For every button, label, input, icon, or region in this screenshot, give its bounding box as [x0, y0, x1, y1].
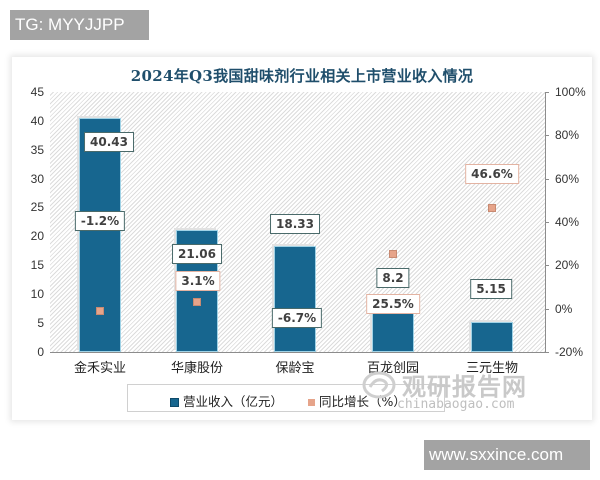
right-axis-tick [545, 352, 549, 353]
revenue-data-label: 5.15 [470, 279, 512, 299]
growth-data-label: -6.7% [271, 308, 323, 328]
x-category-label: 华康股份 [170, 361, 224, 376]
y-tick-label: 5 [37, 316, 44, 330]
bar-swatch-icon [170, 398, 179, 407]
growth-data-label: 3.1% [175, 271, 221, 291]
revenue-bar [471, 322, 513, 352]
x-category-label: 金禾实业 [73, 361, 127, 376]
x-category-label: 三元生物 [465, 361, 519, 376]
chart-title: 2024年Q3我国甜味剂行业相关上市营业收入情况 [130, 67, 474, 85]
legend-label: 营业收入（亿元） [183, 394, 284, 409]
brand-domain: chinabaogao.com [397, 397, 515, 412]
y-tick-label: 0 [37, 345, 44, 359]
y2-tick-label: 20% [555, 258, 580, 272]
revenue-bar [79, 118, 121, 352]
brand-name: 观研报告网 [402, 373, 527, 401]
y-tick-label: 15 [30, 258, 44, 272]
x-axis-line [50, 352, 545, 353]
right-axis-tick [545, 265, 549, 266]
right-axis-tick [545, 222, 549, 223]
watermark-top-left: TG: MYYJJPP [10, 10, 149, 40]
y-tick-label: 10 [30, 287, 44, 301]
right-axis-tick [545, 92, 549, 93]
revenue-data-label: 18.33 [270, 214, 320, 234]
revenue-data-label: 21.06 [172, 244, 222, 264]
right-axis-tick [545, 135, 549, 136]
watermark-bottom-right: www.sxxince.com [424, 440, 590, 470]
legend-item-revenue: 营业收入（亿元） [170, 391, 283, 410]
y-tick-label: 30 [30, 172, 44, 186]
y-tick-label: 45 [30, 85, 44, 99]
revenue-data-label: 8.2 [376, 268, 410, 288]
growth-data-label: 46.6% [465, 164, 519, 184]
growth-marker [96, 307, 104, 315]
revenue-bar [274, 246, 316, 352]
y2-tick-label: 0% [555, 302, 573, 316]
chart-card: 2024年Q3我国甜味剂行业相关上市营业收入情况 45 40 35 30 25 … [12, 57, 592, 420]
y-tick-label: 40 [30, 114, 44, 128]
y2-tick-label: 60% [555, 172, 580, 186]
y-tick-label: 35 [30, 143, 44, 157]
swirl-logo-icon [362, 371, 396, 399]
growth-marker [193, 298, 201, 306]
growth-marker [389, 250, 397, 258]
revenue-data-label: 40.43 [84, 132, 134, 152]
y2-tick-label: 80% [555, 128, 580, 142]
brand-watermark: 观研报告网 chinabaogao.com [362, 367, 592, 417]
marker-swatch-icon [308, 399, 315, 406]
y2-tick-label: -20% [555, 345, 584, 359]
growth-marker [488, 204, 496, 212]
growth-data-label: -1.2% [74, 211, 126, 231]
right-axis-tick [545, 179, 549, 180]
y2-tick-label: 40% [555, 215, 580, 229]
y2-tick-label: 100% [555, 85, 586, 99]
y-tick-label: 25 [30, 200, 44, 214]
right-axis-tick [545, 309, 549, 310]
y-tick-label: 20 [30, 229, 44, 243]
growth-data-label: 25.5% [366, 294, 420, 314]
x-category-label: 保龄宝 [275, 361, 315, 376]
